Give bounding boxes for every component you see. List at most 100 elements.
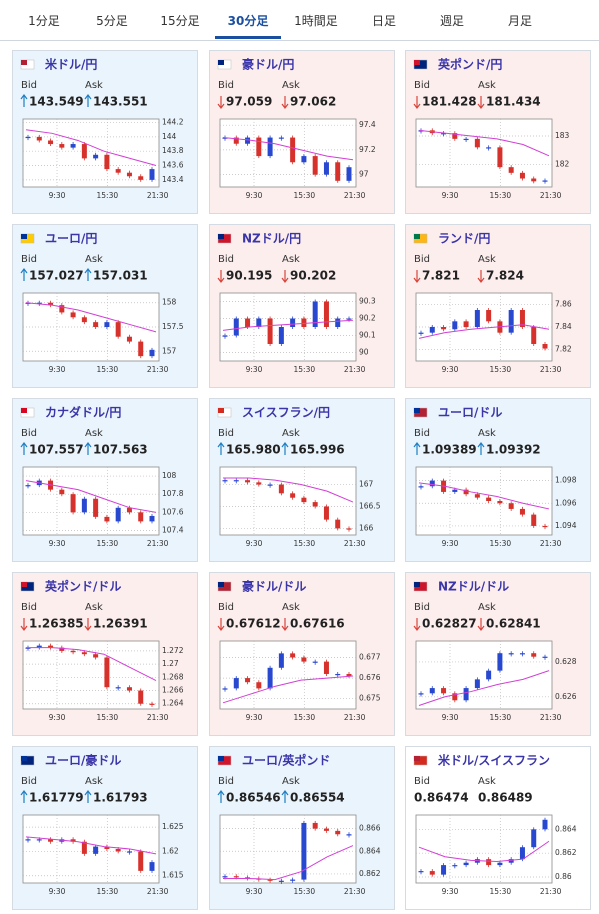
candle: [542, 344, 548, 349]
rate-card[interactable]: ユーロ/ドル Bid Ask 1.09389 1.09392 1.098 1.096 1.09…: [405, 398, 591, 562]
x-tick-label: 9:30: [442, 365, 459, 374]
candle: [93, 498, 99, 517]
moving-average: [418, 670, 550, 706]
rate-card[interactable]: 豪ドル/円 Bid Ask 97.059 97.062 97.4 97.2 97 9:30 15:…: [208, 50, 395, 214]
bid-value: 143.549: [29, 95, 84, 109]
rate-card[interactable]: ユーロ/英ポンド Bid Ask 0.86546 0.86554 0.866 0.864 0.…: [208, 746, 395, 910]
tab[interactable]: 1分足: [28, 14, 60, 28]
chart-area: [415, 640, 553, 710]
candle: [255, 682, 261, 689]
moving-average: [418, 482, 550, 510]
y-tick-label: 166.5: [359, 501, 381, 510]
candle: [104, 657, 110, 688]
candle: [138, 512, 144, 522]
candle: [463, 688, 469, 701]
ask-label: Ask: [478, 254, 496, 265]
trend-arrow: [217, 277, 224, 283]
rate-card[interactable]: 米ドル/スイスフラン Bid Ask 0.86474 0.86489 0.864 0.862…: [405, 746, 591, 910]
tab[interactable]: 日足: [371, 14, 396, 28]
candle: [104, 154, 110, 170]
rate-card[interactable]: 英ポンド/ドル Bid Ask 1.26385 1.26391 1.272 1.27 1.26…: [12, 572, 198, 736]
bid-label: Bid: [414, 602, 430, 613]
x-tick-label: 9:30: [49, 539, 66, 548]
candle: [474, 138, 480, 148]
trend-arrow: [477, 442, 485, 448]
candle: [531, 514, 537, 526]
rate-card[interactable]: 英ポンド/円 Bid Ask 181.428 181.434 183 182 9:30 15:3…: [405, 50, 591, 214]
bid-label: Bid: [414, 254, 430, 265]
candle: [25, 647, 31, 649]
candle: [497, 862, 503, 866]
bid-value: 1.09389: [422, 443, 477, 457]
rate-card[interactable]: ランド/円 Bid Ask 7.821 7.824 7.86 7.84 7.82 9:30 15:…: [405, 224, 591, 388]
chart-area: [415, 118, 553, 188]
pair-title: ユーロ/英ポンド: [242, 753, 330, 768]
y-tick-label: 0.864: [555, 824, 577, 833]
candle: [323, 301, 329, 327]
chart-area: [219, 118, 356, 188]
candle: [531, 178, 537, 182]
trend-arrow: [217, 103, 224, 109]
ask-value: 181.434: [486, 95, 541, 109]
ask-value: 0.86554: [290, 791, 345, 805]
flag: [217, 582, 224, 587]
rate-card[interactable]: NZドル/円 Bid Ask 90.195 90.202 90.3 90.2 90.1 90 9:…: [208, 224, 395, 388]
candle: [244, 137, 250, 144]
rate-card[interactable]: NZドル/ドル Bid Ask 0.62827 0.62841 0.628 0.626 9:3…: [405, 572, 591, 736]
candle: [497, 147, 503, 168]
candle: [244, 480, 250, 483]
rate-card[interactable]: カナダドル/円 Bid Ask 107.557 107.563 108 107.8 107.6…: [12, 398, 198, 562]
tab[interactable]: 月足: [507, 14, 532, 28]
moving-average: [222, 477, 353, 503]
ask-label: Ask: [282, 80, 300, 91]
y-tick-label: 0.862: [555, 848, 577, 857]
candle: [289, 493, 295, 498]
bid-label: Bid: [21, 80, 37, 91]
tab[interactable]: 1時間足: [294, 14, 338, 28]
rate-card[interactable]: ユーロ/豪ドル Bid Ask 1.61779 1.61793 1.625 1.62 1.61…: [12, 746, 198, 910]
bid-value: 1.61779: [29, 791, 84, 805]
candle: [323, 506, 329, 520]
candle: [474, 310, 480, 327]
candle: [115, 687, 121, 689]
ask-value: 157.031: [93, 269, 148, 283]
y-tick-label: 97: [359, 170, 369, 179]
candle: [531, 829, 537, 848]
tab[interactable]: 5分足: [96, 14, 128, 28]
ask-value: 1.09392: [486, 443, 541, 457]
candle: [542, 180, 548, 182]
tab[interactable]: 週足: [439, 14, 464, 28]
tab[interactable]: 15分足: [160, 14, 200, 28]
trend-arrow: [20, 94, 28, 100]
candle: [418, 871, 424, 873]
trend-arrow: [477, 625, 485, 631]
rate-card[interactable]: 豪ドル/ドル Bid Ask 0.67612 0.67616 0.677 0.676 0.67…: [208, 572, 395, 736]
candle: [233, 480, 239, 482]
tab[interactable]: 30分足: [215, 0, 281, 39]
bid-value: 97.059: [226, 95, 272, 109]
candle: [542, 656, 548, 658]
x-tick-label: 15:30: [293, 887, 315, 896]
candle: [429, 327, 435, 333]
flag: [21, 756, 27, 761]
candle: [48, 140, 54, 145]
moving-average: [25, 480, 157, 513]
candle: [93, 154, 99, 159]
x-tick-label: 21:30: [540, 887, 562, 896]
candle: [138, 851, 144, 871]
candle: [418, 486, 424, 488]
ask-value: 1.26391: [93, 617, 148, 631]
pair-title: NZドル/ドル: [438, 580, 509, 594]
chart-area: [219, 292, 356, 362]
rate-card[interactable]: スイスフラン/円 Bid Ask 165.980 165.996 167 166.5 166 9…: [208, 398, 395, 562]
candle: [115, 849, 121, 852]
candle: [312, 661, 318, 663]
rate-card[interactable]: 米ドル/円 Bid Ask 143.549 143.551 144.2 144 143.8 14…: [12, 50, 198, 214]
candle: [519, 310, 525, 327]
flag: [414, 234, 420, 239]
candle: [312, 502, 318, 507]
rate-card[interactable]: ユーロ/円 Bid Ask 157.027 157.031 158 157.5 157 9:30…: [12, 224, 198, 388]
